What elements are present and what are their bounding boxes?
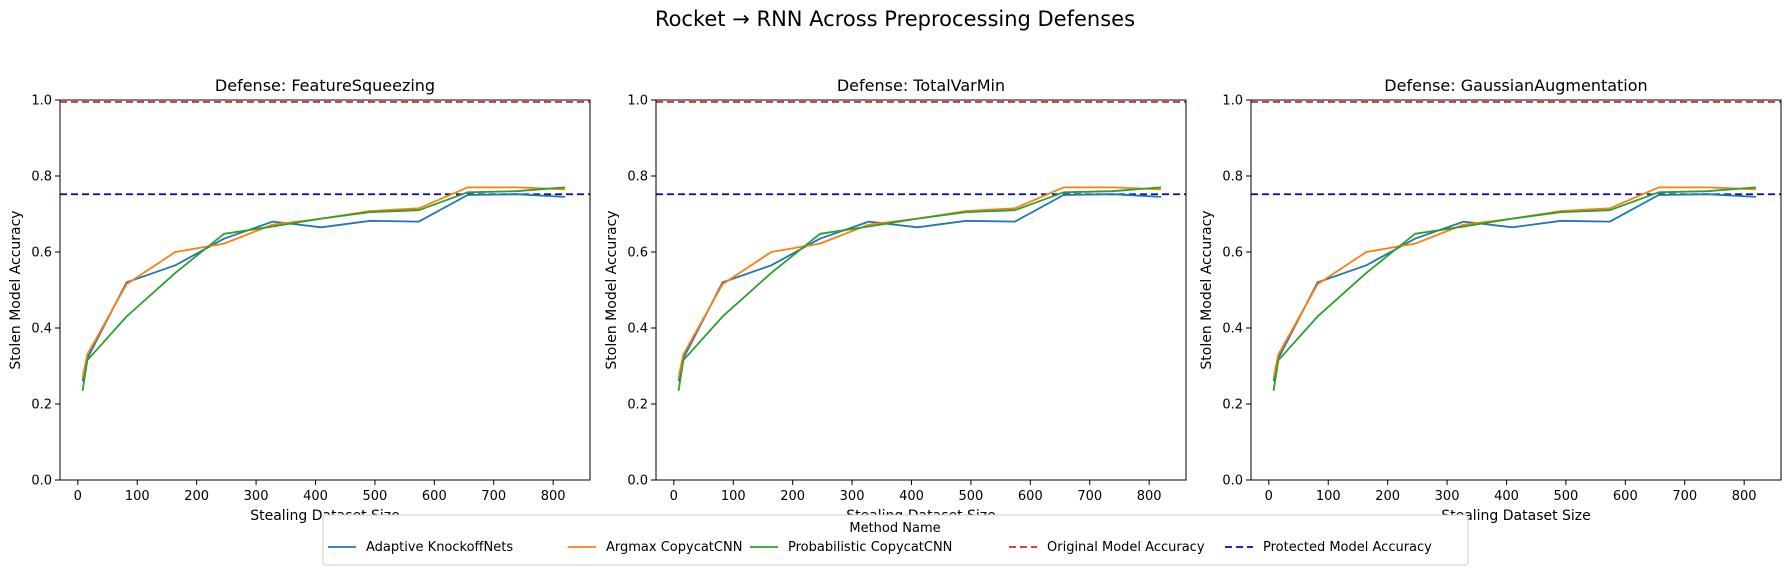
y-axis-label: Stolen Model Accuracy [604, 210, 620, 369]
y-tick-label: 0.2 [1222, 398, 1243, 413]
x-tick-label: 600 [1613, 489, 1638, 504]
axes-frame [1250, 99, 1782, 481]
x-tick-label: 500 [1553, 489, 1578, 504]
x-tick-label: 100 [721, 489, 746, 504]
legend-item: Protected Model Accuracy [1225, 540, 1432, 555]
series-line-argmax-copycatcnn [677, 186, 1162, 378]
x-tick-label: 800 [1732, 489, 1757, 504]
x-tick-label: 200 [780, 489, 805, 504]
legend-label: Probabilistic CopycatCNN [788, 540, 952, 555]
legend-item: Argmax CopycatCNN [568, 540, 742, 555]
y-tick-label: 1.0 [31, 94, 52, 109]
y-tick-label: 1.0 [627, 94, 648, 109]
legend-item: Adaptive KnockoffNets [328, 540, 513, 555]
y-tick-label: 0.0 [31, 474, 52, 489]
x-axis-label: Stealing Dataset Size [1441, 508, 1591, 524]
legend-label: Protected Model Accuracy [1263, 540, 1432, 555]
subplot-1: 0.0 0.2 0.4 0.6 0.8 1.0 0 100 200 300 400 500 600 700… [8, 76, 591, 524]
y-tick-label: 0.4 [627, 322, 648, 337]
figure-title: Rocket → RNN Across Preprocessing Defens… [655, 7, 1135, 31]
y-tick-label: 0.2 [31, 398, 52, 413]
axes-frame [655, 99, 1187, 481]
x-tick-label: 700 [1672, 489, 1697, 504]
subplot-3: 0.0 0.2 0.4 0.6 0.8 1.0 0 100 200 300 400 500 600 700… [1199, 76, 1782, 524]
x-tick-label: 0 [74, 489, 82, 504]
plot-area [60, 100, 590, 480]
legend-label: Argmax CopycatCNN [606, 540, 742, 555]
axes-frame [59, 99, 591, 481]
x-tick-label: 500 [362, 489, 387, 504]
x-tick-label: 600 [422, 489, 447, 504]
x-tick-label: 200 [184, 489, 209, 504]
legend-label: Adaptive KnockoffNets [366, 540, 513, 555]
subplot-2: 0.0 0.2 0.4 0.6 0.8 1.0 0 100 200 300 400 500 600 700… [604, 76, 1187, 524]
series-line-probabilistic-copycatcnn [1272, 186, 1757, 391]
x-tick-label: 0 [670, 489, 678, 504]
x-tick-label: 800 [541, 489, 566, 504]
y-tick-label: 0.0 [627, 474, 648, 489]
series-line-probabilistic-copycatcnn [81, 186, 566, 391]
legend: Method Name Adaptive KnockoffNets Argmax C… [322, 514, 1469, 566]
y-tick-label: 1.0 [1222, 94, 1243, 109]
y-tick-label: 0.8 [627, 170, 648, 185]
x-tick-label: 700 [1077, 489, 1102, 504]
x-tick-label: 300 [1435, 489, 1460, 504]
y-tick-label: 0.0 [1222, 474, 1243, 489]
y-tick-label: 0.8 [31, 170, 52, 185]
y-tick-label: 0.2 [627, 398, 648, 413]
y-tick-label: 0.6 [1222, 246, 1243, 261]
x-tick-label: 400 [899, 489, 924, 504]
y-tick-label: 0.4 [31, 322, 52, 337]
subplot-title: Defense: GaussianAugmentation [1384, 76, 1647, 95]
legend-title: Method Name [849, 521, 940, 536]
x-tick-label: 300 [244, 489, 269, 504]
legend-label: Original Model Accuracy [1047, 540, 1205, 555]
y-tick-label: 0.8 [1222, 170, 1243, 185]
y-tick-label: 0.6 [31, 246, 52, 261]
x-tick-label: 300 [840, 489, 865, 504]
x-tick-label: 0 [1265, 489, 1273, 504]
subplot-title: Defense: FeatureSqueezing [215, 76, 435, 95]
x-tick-label: 500 [958, 489, 983, 504]
x-tick-label: 100 [125, 489, 150, 504]
legend-box [322, 514, 1469, 566]
x-tick-label: 700 [481, 489, 506, 504]
x-tick-label: 200 [1375, 489, 1400, 504]
plot-area [656, 100, 1186, 480]
panels: 0.0 0.2 0.4 0.6 0.8 1.0 0 100 200 300 400 500 600 700… [8, 76, 1782, 524]
y-axis-label: Stolen Model Accuracy [1199, 210, 1215, 369]
x-tick-label: 800 [1137, 489, 1162, 504]
x-tick-label: 400 [303, 489, 328, 504]
series-line-probabilistic-copycatcnn [677, 186, 1162, 391]
plot-area [1251, 100, 1781, 480]
series-line-argmax-copycatcnn [1272, 186, 1757, 378]
y-axis-label: Stolen Model Accuracy [8, 210, 24, 369]
x-tick-label: 100 [1316, 489, 1341, 504]
y-tick-label: 0.6 [627, 246, 648, 261]
series-line-argmax-copycatcnn [81, 186, 566, 378]
x-tick-label: 600 [1018, 489, 1043, 504]
legend-item: Probabilistic CopycatCNN [750, 540, 952, 555]
y-tick-label: 0.4 [1222, 322, 1243, 337]
legend-item: Original Model Accuracy [1009, 540, 1205, 555]
x-tick-label: 400 [1494, 489, 1519, 504]
subplot-title: Defense: TotalVarMin [837, 76, 1005, 95]
